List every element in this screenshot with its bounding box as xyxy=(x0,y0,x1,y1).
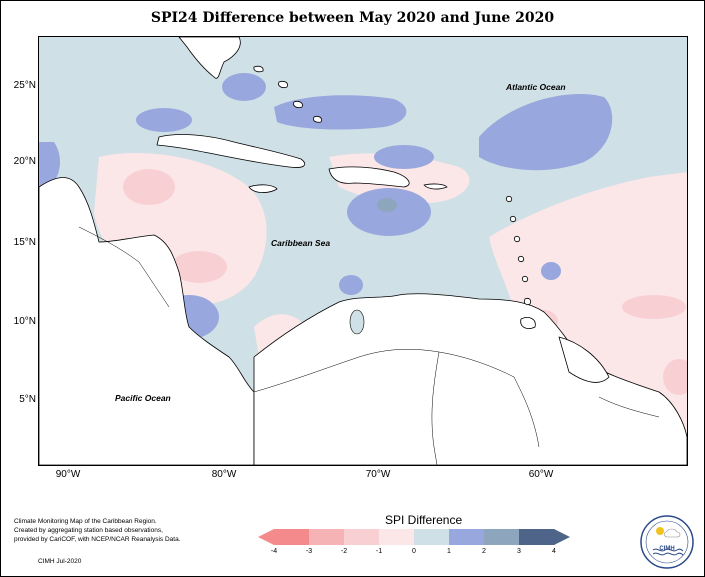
lat-label-10n: 10°N xyxy=(13,316,36,327)
lat-label-5n: 5°N xyxy=(19,394,36,405)
legend-swatch xyxy=(414,529,450,545)
legend-tick-label: 3 xyxy=(517,548,521,555)
legend-swatch xyxy=(274,529,310,545)
credit-text: Climate Monitoring Map of the Caribbean … xyxy=(14,518,214,544)
credit-stamp: CIMH Jul-2020 xyxy=(38,558,82,565)
lon-label-90w: 90°W xyxy=(55,469,81,480)
legend-tick-label: 2 xyxy=(482,548,486,555)
lon-label-70w: 70°W xyxy=(365,469,391,480)
legend-tick-label: 4 xyxy=(552,548,556,555)
pacific-ocean-label: Pacific Ocean xyxy=(115,393,171,403)
legend-colorbar xyxy=(258,529,570,545)
cimh-logo-label: CIMH xyxy=(659,546,675,552)
legend-swatch xyxy=(449,529,485,545)
legend-title: SPI Difference xyxy=(385,513,463,527)
spi-map xyxy=(39,37,687,465)
legend-tick-label: -3 xyxy=(305,548,313,555)
credit-line: Created by aggregating station based obs… xyxy=(14,526,163,534)
legend-extend-high xyxy=(554,529,570,545)
map-title: SPI24 Difference between May 2020 and Ju… xyxy=(150,10,555,26)
legend-swatch xyxy=(309,529,345,545)
credit-line: provided by CariCOF, with NCEP/NCAR Rean… xyxy=(14,535,181,543)
land-masses xyxy=(39,37,687,465)
legend-tick-label: -2 xyxy=(340,548,348,555)
lon-label-60w: 60°W xyxy=(528,469,554,480)
atlantic-ocean-label: Atlantic Ocean xyxy=(506,82,566,92)
credit-line: Climate Monitoring Map of the Caribbean … xyxy=(14,518,157,525)
lake-maracaibo xyxy=(349,309,365,335)
legend-tick-label: 0 xyxy=(412,548,416,555)
country-borders xyxy=(78,226,660,465)
lat-label-25n: 25°N xyxy=(13,80,36,91)
legend-swatch xyxy=(379,529,415,545)
legend-swatch xyxy=(344,529,380,545)
legend-extend-low xyxy=(258,529,274,545)
lon-label-80w: 80°W xyxy=(211,469,237,480)
caribbean-sea-label: Caribbean Sea xyxy=(271,238,331,248)
legend-tick-label: 1 xyxy=(447,548,451,555)
lat-label-15n: 15°N xyxy=(13,237,36,248)
legend-tick-label: -1 xyxy=(375,548,383,555)
lat-label-20n: 20°N xyxy=(13,156,36,167)
map-panel[interactable] xyxy=(38,36,688,466)
strong-positive-region xyxy=(377,198,397,212)
legend-swatch xyxy=(484,529,520,545)
cimh-logo-icon xyxy=(640,515,694,569)
legend-tick-label: -4 xyxy=(270,548,278,555)
legend-swatch xyxy=(519,529,555,545)
